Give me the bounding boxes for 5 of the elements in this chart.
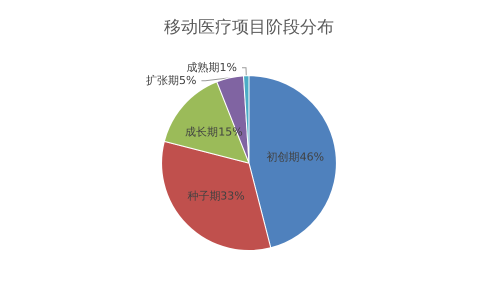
slice-label: 扩张期5% [146, 74, 196, 88]
slice-label: 种子期33% [187, 190, 245, 203]
slice-label: 初创期46% [266, 150, 324, 164]
chart-title: 移动医疗项目阶段分布 [164, 18, 334, 38]
slice-label: 成熟期1% [186, 61, 238, 74]
